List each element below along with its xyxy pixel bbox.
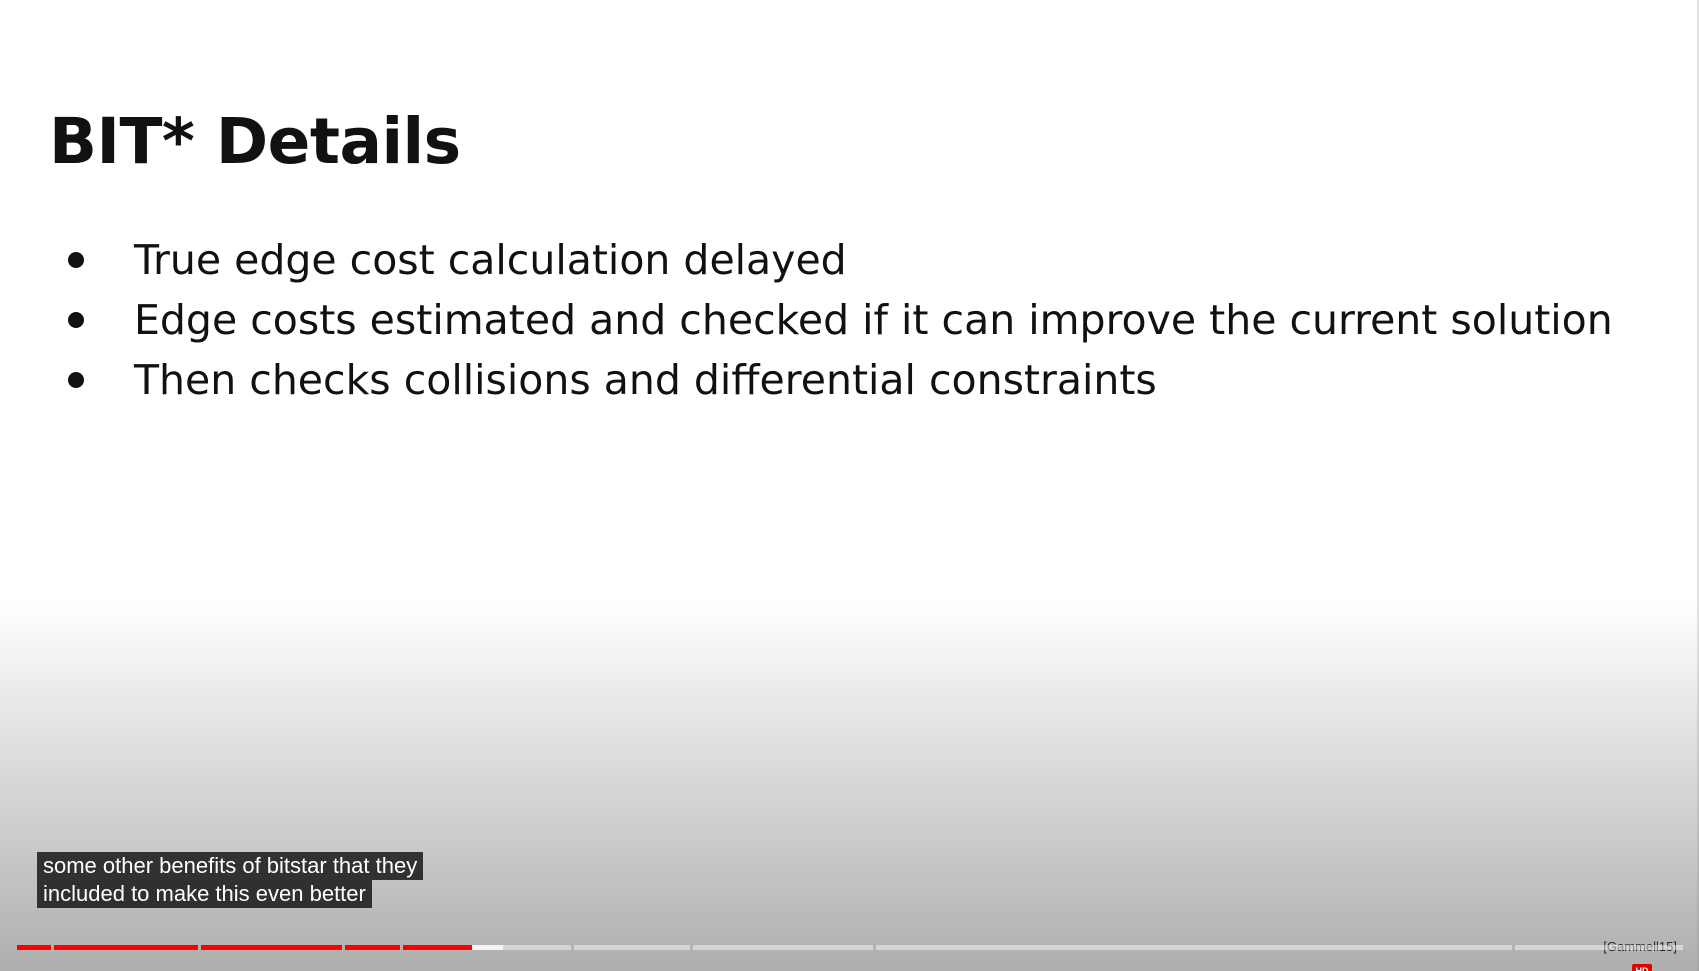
slide-bullet: Then checks collisions and differential … <box>60 350 1620 410</box>
progress-played <box>201 945 342 950</box>
slide-bullet-text: Edge costs estimated and checked if it c… <box>134 296 1613 344</box>
slide-bullet: True edge cost calculation delayed <box>60 230 1620 290</box>
progress-chapter-segment[interactable] <box>693 945 873 950</box>
progress-chapter-segment[interactable] <box>54 945 198 950</box>
caption-line: some other benefits of bitstar that they <box>37 852 424 880</box>
progress-chapter-segment[interactable] <box>17 945 51 950</box>
closed-captions[interactable]: some other benefits of bitstar that they… <box>37 852 424 908</box>
bullet-dot-icon <box>68 252 84 268</box>
progress-chapter-segment[interactable] <box>1515 945 1683 950</box>
slide-bullet-list: True edge cost calculation delayed Edge … <box>60 230 1620 410</box>
progress-played <box>54 945 198 950</box>
bullet-dot-icon <box>68 372 84 388</box>
frame-edge-divider <box>1697 0 1699 971</box>
progress-chapter-segment[interactable] <box>403 945 571 950</box>
progress-played <box>17 945 51 950</box>
video-progress-bar[interactable] <box>17 945 1683 950</box>
progress-played <box>345 945 400 950</box>
hd-badge: HD <box>1632 964 1652 971</box>
slide-bullet-text: Then checks collisions and differential … <box>134 356 1157 404</box>
progress-chapter-segment[interactable] <box>201 945 342 950</box>
progress-chapter-segment[interactable] <box>876 945 1512 950</box>
progress-chapter-segment[interactable] <box>345 945 400 950</box>
bullet-dot-icon <box>68 312 84 328</box>
progress-chapter-segment[interactable] <box>574 945 690 950</box>
slide-bullet-text: True edge cost calculation delayed <box>134 236 847 284</box>
progress-played <box>403 945 472 950</box>
slide-citation: [Gammell15] <box>1603 939 1677 954</box>
slide-title: BIT* Details <box>49 105 461 178</box>
slide-bullet: Edge costs estimated and checked if it c… <box>60 290 1620 350</box>
caption-line: included to make this even better <box>37 880 372 908</box>
